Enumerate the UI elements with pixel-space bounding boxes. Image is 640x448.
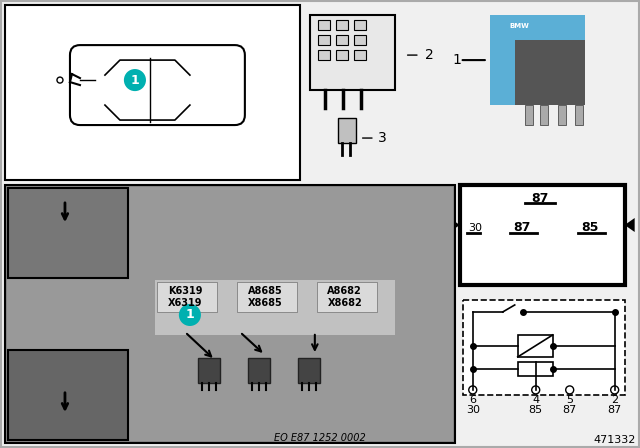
- Text: 87: 87: [513, 221, 531, 234]
- Text: 87: 87: [607, 405, 622, 415]
- Bar: [460, 185, 625, 285]
- Text: 4: 4: [532, 395, 540, 405]
- Text: 85: 85: [529, 405, 543, 415]
- Text: 2: 2: [425, 48, 433, 62]
- Text: A8685
X8685: A8685 X8685: [248, 286, 282, 308]
- Polygon shape: [625, 218, 635, 232]
- Bar: [5, 5, 300, 180]
- Bar: [575, 105, 582, 125]
- Bar: [336, 20, 348, 30]
- Text: 471332: 471332: [593, 435, 636, 445]
- Bar: [8, 188, 128, 278]
- Polygon shape: [450, 218, 460, 232]
- Bar: [336, 35, 348, 45]
- Text: 2: 2: [611, 395, 618, 405]
- Text: 1: 1: [131, 73, 140, 86]
- Text: 85: 85: [581, 221, 598, 234]
- Text: 6: 6: [469, 395, 476, 405]
- Bar: [8, 350, 128, 440]
- Bar: [525, 105, 532, 125]
- Bar: [557, 105, 566, 125]
- Bar: [490, 15, 585, 105]
- Bar: [157, 282, 217, 312]
- Text: 3: 3: [378, 131, 387, 145]
- Bar: [318, 35, 330, 45]
- Circle shape: [468, 386, 477, 394]
- Text: K6319
X6319: K6319 X6319: [168, 286, 202, 308]
- Bar: [317, 282, 377, 312]
- Text: BMW: BMW: [510, 23, 530, 29]
- Text: 5: 5: [566, 395, 573, 405]
- Bar: [5, 185, 455, 443]
- Text: EO E87 1252 0002: EO E87 1252 0002: [274, 433, 365, 443]
- Bar: [338, 118, 356, 143]
- Circle shape: [611, 386, 619, 394]
- Text: 1: 1: [186, 309, 195, 322]
- Bar: [518, 335, 553, 357]
- Text: 30: 30: [468, 223, 482, 233]
- Bar: [248, 358, 270, 383]
- Bar: [318, 50, 330, 60]
- Bar: [515, 40, 585, 105]
- Text: A8682
X8682: A8682 X8682: [328, 286, 362, 308]
- Bar: [336, 50, 348, 60]
- Bar: [354, 50, 366, 60]
- FancyBboxPatch shape: [70, 45, 245, 125]
- Bar: [155, 280, 395, 335]
- Circle shape: [566, 386, 573, 394]
- Text: 30: 30: [466, 405, 480, 415]
- Text: 1: 1: [452, 53, 461, 67]
- Bar: [237, 282, 297, 312]
- Bar: [318, 20, 330, 30]
- Bar: [198, 358, 220, 383]
- Text: 87: 87: [563, 405, 577, 415]
- Bar: [7, 187, 452, 441]
- Bar: [540, 105, 548, 125]
- Text: 87: 87: [531, 191, 548, 205]
- Circle shape: [57, 77, 63, 83]
- Bar: [298, 358, 320, 383]
- Circle shape: [180, 305, 200, 325]
- Bar: [310, 15, 395, 90]
- Bar: [354, 35, 366, 45]
- Circle shape: [125, 70, 145, 90]
- Bar: [518, 362, 553, 376]
- Circle shape: [532, 386, 540, 394]
- Bar: [354, 20, 366, 30]
- Bar: [463, 300, 625, 395]
